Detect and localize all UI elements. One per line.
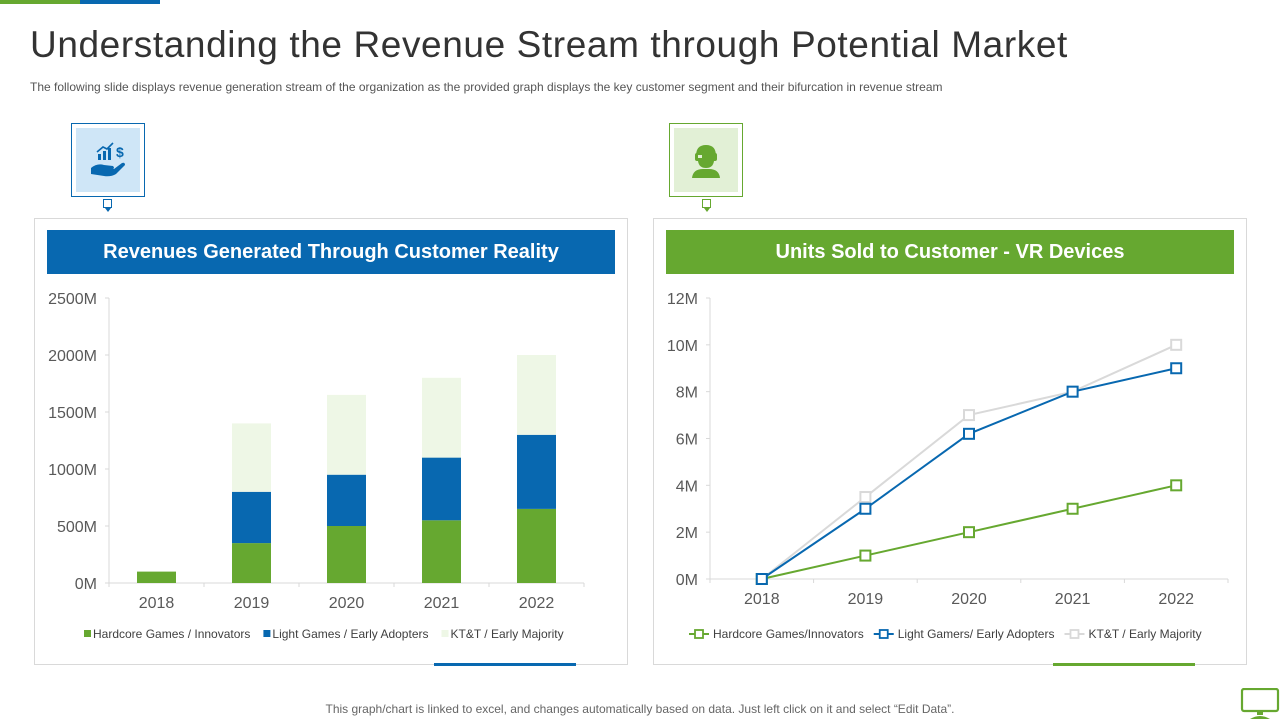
bar-segment: [232, 543, 271, 583]
legend-label: Hardcore Games / Innovators: [93, 627, 250, 641]
bar-segment: [327, 394, 366, 475]
legend-marker: [878, 629, 889, 639]
revenue-chart-header: Revenues Generated Through Customer Real…: [47, 230, 615, 274]
series-line: [761, 343, 1177, 580]
footer-note: This graph/chart is linked to excel, and…: [325, 702, 955, 716]
y-tick-label: 2M: [676, 525, 698, 542]
bar-segment: [232, 491, 271, 544]
connector-pin-left: [103, 199, 112, 208]
data-point-marker: [1170, 362, 1183, 375]
bar-segment: [327, 526, 366, 583]
x-tick-label: 2019: [234, 595, 270, 612]
x-tick-label: 2018: [139, 595, 175, 612]
svg-text:$: $: [116, 144, 124, 160]
data-point-marker: [1066, 502, 1079, 515]
bar-segment: [517, 355, 556, 435]
data-point-marker: [1066, 385, 1079, 398]
bar-segment: [422, 457, 461, 521]
legend-label: Light Games / Early Adopters: [272, 627, 428, 641]
vr-icon-badge: [669, 123, 743, 197]
bar-segment: [137, 571, 176, 583]
data-point-marker: [859, 549, 872, 562]
legend-marker: [1069, 629, 1080, 639]
legend-marker: [694, 629, 704, 639]
y-tick-label: 8M: [676, 385, 698, 402]
y-tick-label: 12M: [667, 291, 698, 308]
legend-label: Hardcore Games/Innovators: [713, 627, 864, 641]
revenue-chart-panel: Revenues Generated Through Customer Real…: [34, 218, 628, 666]
data-point-marker: [963, 526, 975, 539]
y-tick-label: 0M: [75, 576, 97, 593]
panel-underline-right: [1053, 663, 1195, 666]
connector-pin-right: [702, 199, 711, 208]
x-tick-label: 2021: [1055, 591, 1091, 608]
revenue-bar-chart[interactable]: 0M 500M 1000M 1500M 2000M 2500M 2018 2019 2020 20…: [35, 283, 627, 663]
bar-segment: [517, 508, 556, 583]
data-point-marker: [859, 502, 872, 515]
x-tick-label: 2020: [329, 595, 365, 612]
bar-segment: [422, 520, 461, 583]
hand-money-growth-icon: $: [91, 142, 125, 177]
bar-segment: [422, 377, 461, 458]
y-tick-label: 0M: [676, 572, 698, 589]
bar-segment: [232, 423, 271, 492]
legend-label: Light Gamers/ Early Adopters: [898, 627, 1055, 641]
x-tick-label: 2021: [424, 595, 460, 612]
panel-underline-left: [434, 663, 576, 666]
legend-label: KT&T / Early Majority: [450, 627, 563, 641]
legend-label: KT&T / Early Majority: [1088, 627, 1201, 641]
units-line-chart[interactable]: 0M 2M 4M 6M 8M 10M 12M 2018 2019 2020 2021 2022 Hard…: [654, 283, 1246, 663]
legend-swatch: [263, 630, 271, 637]
y-tick-label: 500M: [57, 519, 97, 536]
y-tick-label: 10M: [667, 338, 698, 355]
series-line: [761, 367, 1177, 580]
y-tick-label: 1500M: [48, 405, 97, 422]
units-chart-header: Units Sold to Customer - VR Devices: [666, 230, 1234, 274]
bar-segment: [517, 434, 556, 509]
vr-headset-user-icon: [692, 145, 720, 178]
units-chart-panel: Units Sold to Customer - VR Devices 0M 2M…: [653, 218, 1247, 666]
y-tick-label: 2000M: [48, 348, 97, 365]
top-accent-green: [0, 0, 80, 4]
data-point-marker: [1170, 338, 1183, 351]
legend-swatch: [441, 630, 449, 637]
x-tick-label: 2020: [951, 591, 987, 608]
connector-arrow-left: [104, 208, 111, 212]
data-point-marker: [755, 573, 768, 585]
monitor-icon: [1240, 688, 1280, 719]
x-tick-label: 2022: [519, 595, 555, 612]
legend-swatch: [84, 630, 91, 637]
top-accent-blue: [80, 0, 160, 4]
page-subtitle: The following slide displays revenue gen…: [30, 80, 943, 94]
connector-arrow-right: [703, 208, 710, 212]
x-tick-label: 2018: [744, 591, 780, 608]
x-tick-label: 2019: [848, 591, 884, 608]
data-point-marker: [963, 409, 975, 422]
data-point-marker: [859, 491, 872, 504]
y-tick-label: 1000M: [48, 462, 97, 479]
y-tick-label: 2500M: [48, 291, 97, 308]
revenue-icon-badge: $: [71, 123, 145, 197]
page-title: Understanding the Revenue Stream through…: [30, 24, 1068, 65]
bar-segment: [327, 474, 366, 526]
data-point-marker: [1170, 479, 1183, 492]
y-tick-label: 4M: [676, 478, 698, 495]
y-tick-label: 6M: [676, 432, 698, 449]
data-point-marker: [963, 427, 975, 440]
x-tick-label: 2022: [1158, 591, 1194, 608]
